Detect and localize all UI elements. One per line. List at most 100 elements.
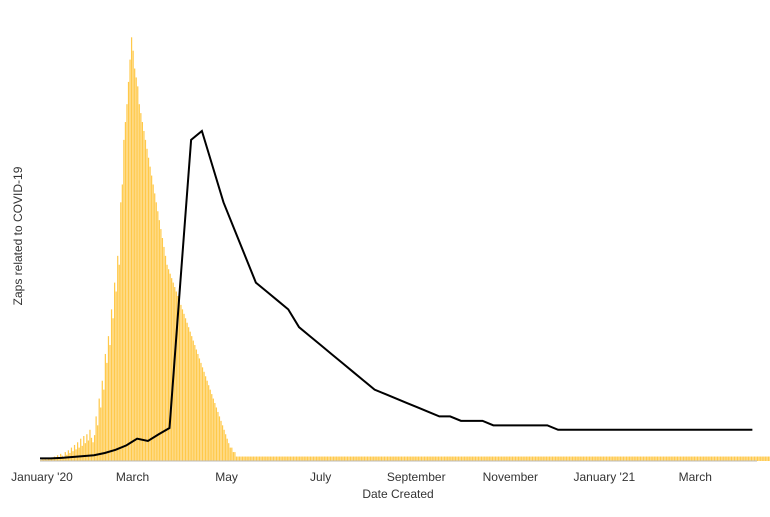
bar [282,456,284,461]
bar [399,456,401,461]
bar [610,456,612,461]
bar [130,37,133,462]
bar [52,458,54,461]
bar [764,456,766,461]
bar [41,459,43,461]
bar [89,429,91,461]
bar [268,456,270,461]
bar [163,246,165,461]
bar [675,456,677,461]
bar [140,113,142,462]
bar [386,456,389,461]
bar [144,139,147,461]
bar [470,456,472,461]
bar [604,456,606,461]
bar [587,456,589,461]
bar [390,456,392,461]
bar [243,456,245,461]
bar [151,175,153,461]
bar [369,456,372,461]
bar [291,456,293,461]
x-tick-label: November [483,470,538,484]
bar [127,81,130,462]
bar [561,456,563,461]
bar [263,456,265,461]
bar [474,456,477,461]
bar [288,456,290,461]
bar [676,456,679,461]
bar [171,278,173,461]
bar [67,450,69,461]
bar [467,456,469,461]
bar [575,456,577,461]
bar [336,456,338,461]
bar [440,456,443,461]
bar [377,456,379,461]
bar [84,443,86,461]
bar [363,456,366,461]
bar [183,313,185,461]
bar [601,456,603,461]
bar [371,456,373,461]
bar [365,456,367,461]
bar [353,456,355,461]
bar [317,456,319,461]
bar [98,398,100,461]
bar [649,456,651,461]
bar [201,367,204,461]
bar [730,456,733,461]
bar [670,456,672,461]
bar [225,434,227,461]
bar [448,456,450,461]
bar [652,456,654,461]
bar [453,456,455,461]
bar [277,456,279,461]
bar [380,456,382,461]
bar [200,362,202,461]
bar [238,456,241,461]
bar [211,394,213,461]
bar [385,456,387,461]
bar [576,456,578,461]
bar [302,456,304,461]
bar [681,456,683,461]
bar [214,403,216,461]
bar [650,456,652,461]
bar [584,456,586,461]
bar [476,456,478,461]
bar [126,104,128,461]
x-tick-label: March [116,470,149,484]
bar [479,456,481,461]
bar [462,456,464,461]
bar [590,456,592,461]
bar [585,456,588,461]
bar [417,456,419,461]
bar [436,456,438,461]
bar [672,456,674,461]
bar [388,456,390,461]
bar [588,456,591,461]
bar [134,68,136,462]
bar [558,456,560,461]
bar [682,456,685,461]
bar [445,456,447,461]
bar [299,456,301,461]
bar [598,456,600,461]
x-tick-label: July [310,470,331,484]
bar [103,389,105,461]
bar [114,282,116,461]
bar [188,327,190,461]
bar [740,456,742,461]
bar [320,456,322,461]
bar [709,456,711,461]
bar [164,255,167,461]
bar [562,456,564,461]
x-tick-labels: January '20 March May July September November… [11,470,712,484]
bar [192,340,194,461]
bar [186,322,188,461]
bar [437,456,440,461]
bar [485,456,487,461]
bar [135,77,137,461]
x-tick-label: May [215,470,238,484]
